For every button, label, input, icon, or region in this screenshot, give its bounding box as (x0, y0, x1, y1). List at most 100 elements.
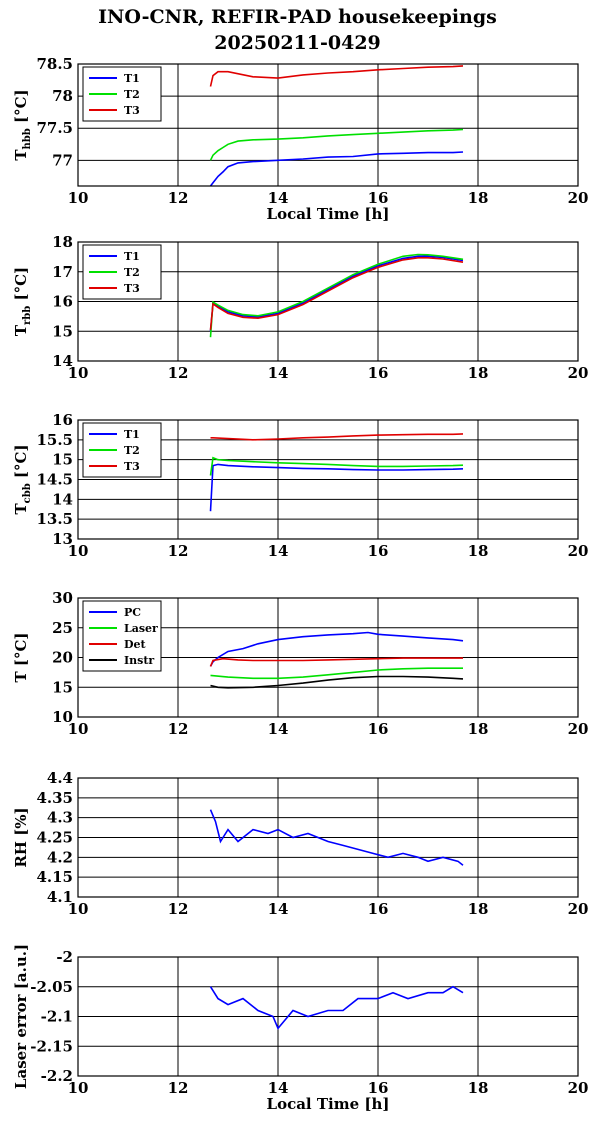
y-tick-label: 4.15 (36, 868, 73, 886)
chart-panel-2: 10 12 14 16 18 20 14 15 16 17 18 Trbb [°C] T1 T2 T3 (12, 233, 588, 382)
y-tick-label: 4.35 (36, 789, 73, 807)
x-tick-label: 20 (568, 720, 589, 738)
legend-label: T2 (124, 88, 140, 101)
y-tick-label: 15.5 (36, 431, 73, 449)
legend-label: T3 (124, 460, 140, 473)
chart-panel-5: 10 12 14 16 18 20 4.1 4.15 4.24.25 4.3 4.35 4.4 RH [… (12, 769, 588, 918)
plot-frame (77, 63, 579, 187)
y-axis-label: Thbb [°C] (12, 89, 33, 160)
y-tick-label: 4.1 (47, 888, 73, 906)
x-tick-label: 12 (168, 900, 189, 918)
x-tick-label: 16 (368, 542, 389, 560)
series-line-t1 (209, 255, 464, 332)
y-axis-label-unit: [°C] (12, 89, 30, 128)
x-tick-label: 18 (468, 542, 489, 560)
y-axis-label: Trbb [°C] (12, 267, 33, 336)
x-tick-label: 20 (568, 1079, 589, 1097)
x-tick-label: 12 (168, 1079, 189, 1097)
y-tick-label: 17 (52, 263, 73, 281)
x-tick-label: 10 (68, 720, 89, 738)
y-tick-label: 78.5 (36, 55, 73, 73)
y-axis-label-main: T (12, 503, 30, 515)
legend-label: T2 (124, 444, 140, 457)
y-tick-label: 4.2 (47, 848, 73, 866)
series-line-t1 (209, 463, 464, 512)
y-tick-label: -2.1 (41, 1008, 73, 1026)
plot-frame (77, 777, 579, 898)
x-axis-label: Local Time [h] (267, 205, 390, 223)
legend-label: T1 (124, 250, 140, 263)
y-axis-label-main: RH [%] (12, 807, 30, 867)
series-line-t2 (209, 456, 464, 476)
y-tick-label: 20 (52, 649, 73, 667)
y-tick-label: 25 (52, 619, 73, 637)
y-axis-label-main: T [°C] (12, 632, 30, 682)
y-tick-label: 15 (52, 322, 73, 340)
plot-frame (77, 597, 579, 718)
series-line-t3 (210, 433, 464, 441)
y-axis-label: T [°C] (12, 632, 30, 682)
plot-frame (77, 956, 579, 1077)
chart-title-line1: INO-CNR, REFIR-PAD housekeepings (98, 6, 497, 28)
legend-label: PC (124, 606, 141, 619)
x-tick-label: 14 (268, 542, 289, 560)
y-tick-label: -2.15 (30, 1037, 73, 1055)
series-line-rh (209, 809, 464, 866)
x-tick-label: 14 (268, 900, 289, 918)
chart-panel-1: 10 12 14 16 18 20 77 77.5 78 78.5 Local Time [h] Th… (12, 55, 588, 223)
y-tick-label: -2 (56, 948, 73, 966)
x-tick-label: 18 (468, 1079, 489, 1097)
series-line-det (209, 657, 463, 667)
x-tick-label: 20 (568, 900, 589, 918)
x-tick-label: 10 (68, 189, 89, 207)
series-line-t2 (209, 253, 464, 338)
x-tick-label: 10 (68, 542, 89, 560)
y-tick-label: 10 (52, 708, 73, 726)
y-tick-label: 4.25 (36, 829, 73, 847)
y-tick-label: 14 (52, 490, 73, 508)
x-tick-label: 16 (368, 364, 389, 382)
y-tick-label: 77 (52, 151, 73, 169)
y-tick-label: 18 (52, 233, 73, 251)
x-tick-label: 16 (368, 720, 389, 738)
chart-title-line2: 20250211-0429 (214, 32, 381, 54)
x-tick-label: 12 (168, 364, 189, 382)
y-tick-label: 14.5 (36, 471, 73, 489)
series-line-laser-error (209, 985, 464, 1030)
x-tick-label: 14 (268, 720, 289, 738)
y-tick-label: 77.5 (36, 119, 73, 137)
series-line-t3 (209, 65, 464, 87)
legend-label: T3 (124, 104, 140, 117)
y-axis-label-main: Laser error [a.u.] (12, 944, 30, 1089)
y-tick-label: 4.3 (47, 809, 73, 827)
series-line-pc (209, 631, 464, 667)
y-tick-label: 13 (52, 530, 73, 548)
x-tick-label: 18 (468, 720, 489, 738)
x-axis-label: Local Time [h] (267, 1095, 390, 1113)
series-line-laser (210, 667, 463, 680)
x-tick-label: 16 (368, 900, 389, 918)
y-axis-label-subscript: cbb (22, 483, 33, 503)
x-tick-label: 14 (268, 189, 289, 207)
y-axis-label-main: T (12, 149, 30, 161)
x-tick-label: 16 (368, 189, 389, 207)
y-axis-label-subscript: rbb (22, 306, 33, 325)
y-axis-label-unit: [°C] (12, 444, 30, 483)
y-tick-label: 16 (52, 411, 73, 429)
x-tick-label: 12 (168, 720, 189, 738)
x-tick-label: 10 (68, 364, 89, 382)
x-tick-label: 14 (268, 1079, 289, 1097)
x-tick-label: 12 (168, 542, 189, 560)
series-line-t1 (209, 151, 464, 186)
x-tick-label: 10 (68, 1079, 89, 1097)
chart-title: INO-CNR, REFIR-PAD housekeepings 2025021… (0, 4, 595, 56)
x-tick-label: 18 (468, 900, 489, 918)
y-tick-label: 15 (52, 451, 73, 469)
legend-label: Laser (124, 622, 158, 635)
chart-panel-6: 10 12 14 16 18 20 -2.2 -2.15 -2.1 -2.05 -2 Local Ti… (12, 944, 588, 1113)
legend-label: Det (124, 638, 147, 651)
y-tick-label: 16 (52, 293, 73, 311)
x-tick-label: 10 (68, 900, 89, 918)
legend-label: Instr (124, 654, 154, 667)
